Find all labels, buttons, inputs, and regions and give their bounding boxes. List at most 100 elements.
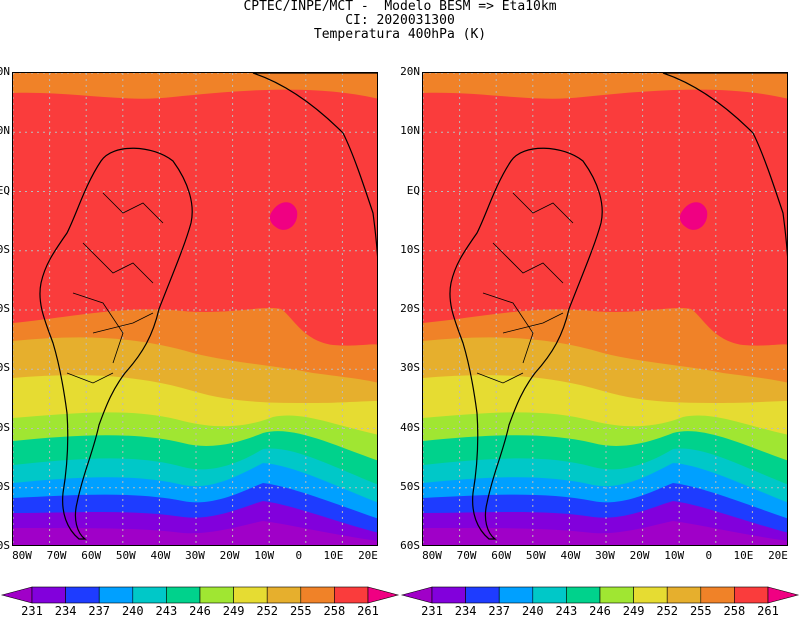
lon-label: 10W [254,549,275,562]
temperature-map-left [13,73,377,545]
title-line-2: CI: 2020031300 [345,13,455,28]
coastline [662,73,787,259]
colorbar-label: 240 [121,604,144,618]
temperature-band [423,521,787,545]
temperature-band [13,521,377,545]
lon-label: 40W [150,549,171,562]
lon-label: 10W [664,549,685,562]
colorbar-label: 261 [757,604,779,618]
colorbar-label: 261 [357,604,379,618]
lat-label: 10N [400,124,420,138]
lon-label: 10E [733,549,754,562]
lon-label: 50W [525,549,546,562]
colorbar-label: 246 [589,604,611,618]
lat-label: 10S [400,242,420,256]
colorbar-swatch [65,586,100,604]
colorbar-swatch [199,586,234,604]
country-border [82,242,154,284]
coastline [449,147,603,540]
colorbar-swatch [300,586,335,604]
colorbar-swatch [400,586,433,604]
lon-label: 80W [12,549,32,562]
colorbar-swatch [334,586,369,604]
map-panel-left [12,72,378,546]
lon-label: 70W [46,549,67,562]
colorbar-swatch [465,586,500,604]
colorbar-swatch [498,586,534,604]
lon-label: 30W [185,549,205,562]
colorbar-label: 237 [488,604,511,618]
colorbar-swatch [367,586,400,604]
country-border [492,242,564,284]
colorbar-label: 246 [189,604,211,618]
colorbar-swatch [0,586,33,604]
colorbar-swatch [666,586,702,604]
colorbar-swatch [700,586,735,604]
temperature-band [679,202,708,230]
colorbar-right-svg [400,586,800,604]
lon-label: 20E [358,549,378,562]
country-border [102,192,164,224]
country-border [92,312,154,334]
colorbar-swatch [431,586,466,604]
lat-label: 10N [0,124,10,138]
country-border [66,372,114,384]
colorbar-swatch [98,586,134,604]
colorbar-swatch [233,586,268,604]
colorbar-label: 252 [256,604,279,618]
colorbar-label: 255 [289,604,312,618]
colorbar-left-svg [0,586,400,604]
colorbar-label: 231 [21,604,43,618]
colorbar-swatch [132,586,167,604]
colorbar-label: 243 [555,604,578,618]
colorbar-label: 231 [421,604,443,618]
lat-label: 50S [0,479,10,493]
temperature-band [269,202,298,230]
lat-label: 20S [400,302,420,315]
lat-label: 10S [0,242,10,256]
colorbar-swatch [31,586,66,604]
lat-label: 40S [0,420,10,434]
lon-label: 0 [295,549,303,562]
lon-label: 70W [456,549,477,562]
colorbar-label: 258 [723,604,746,618]
lat-label: 50S [400,479,420,493]
country-border [476,372,524,384]
coastline [252,73,377,259]
temperature-band [13,73,377,99]
country-border [482,292,534,364]
colorbar-swatch [734,586,769,604]
lat-label: 20S [0,302,10,315]
colorbar-swatch [266,586,302,604]
country-border [72,292,124,364]
coastline [39,147,193,540]
lat-label: 30S [400,361,420,375]
colorbar-swatch [599,586,634,604]
lat-label: EQ [406,183,420,197]
colorbar-label: 234 [454,604,477,618]
country-border [502,312,564,334]
colorbar-right [400,586,800,604]
colorbar-label: 249 [622,604,645,618]
lon-label: 50W [115,549,136,562]
lon-label: 20W [219,549,240,562]
colorbar-label: 249 [222,604,245,618]
colorbar-label: 234 [54,604,77,618]
colorbar-swatch [166,586,201,604]
lat-label: 60S [0,539,10,552]
colorbar-label: 237 [88,604,111,618]
colorbar-swatch [532,586,567,604]
map-panel-right [422,72,788,546]
colorbar-left [0,586,400,604]
lon-label: 30W [595,549,615,562]
lat-label: 20N [400,65,420,78]
lon-label: 20W [629,549,650,562]
country-border [512,192,574,224]
colorbar-label: 243 [155,604,178,618]
colorbar-label: 240 [521,604,544,618]
colorbar-label: 258 [323,604,346,618]
lon-label: 60W [491,549,512,562]
lat-label: 30S [0,361,10,375]
lon-label: 80W [422,549,442,562]
lon-label: 10E [323,549,344,562]
